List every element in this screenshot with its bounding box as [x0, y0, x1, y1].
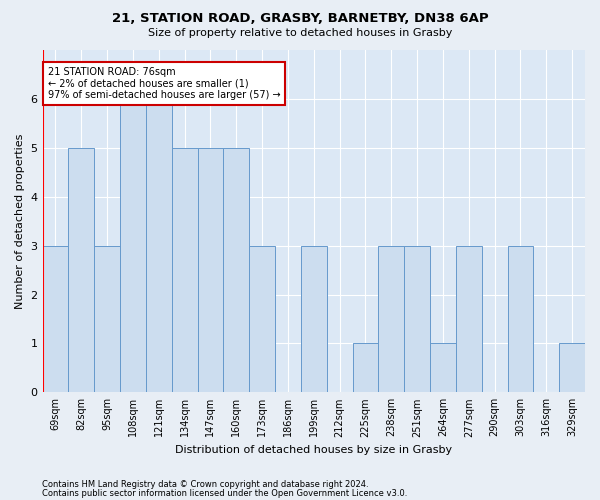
Bar	[301, 246, 326, 392]
Bar	[68, 148, 94, 392]
Bar	[120, 99, 146, 392]
Bar	[508, 246, 533, 392]
Text: 21, STATION ROAD, GRASBY, BARNETBY, DN38 6AP: 21, STATION ROAD, GRASBY, BARNETBY, DN38…	[112, 12, 488, 26]
Bar	[456, 246, 482, 392]
Bar	[559, 344, 585, 392]
Bar	[43, 246, 68, 392]
Bar	[197, 148, 223, 392]
Bar	[353, 344, 379, 392]
Bar	[249, 246, 275, 392]
Bar	[379, 246, 404, 392]
Bar	[94, 246, 120, 392]
Text: Contains public sector information licensed under the Open Government Licence v3: Contains public sector information licen…	[42, 488, 407, 498]
Text: Size of property relative to detached houses in Grasby: Size of property relative to detached ho…	[148, 28, 452, 38]
Bar	[172, 148, 197, 392]
X-axis label: Distribution of detached houses by size in Grasby: Distribution of detached houses by size …	[175, 445, 452, 455]
Y-axis label: Number of detached properties: Number of detached properties	[15, 134, 25, 309]
Bar	[404, 246, 430, 392]
Text: 21 STATION ROAD: 76sqm
← 2% of detached houses are smaller (1)
97% of semi-detac: 21 STATION ROAD: 76sqm ← 2% of detached …	[48, 67, 281, 100]
Bar	[223, 148, 249, 392]
Bar	[430, 344, 456, 392]
Bar	[146, 99, 172, 392]
Text: Contains HM Land Registry data © Crown copyright and database right 2024.: Contains HM Land Registry data © Crown c…	[42, 480, 368, 489]
